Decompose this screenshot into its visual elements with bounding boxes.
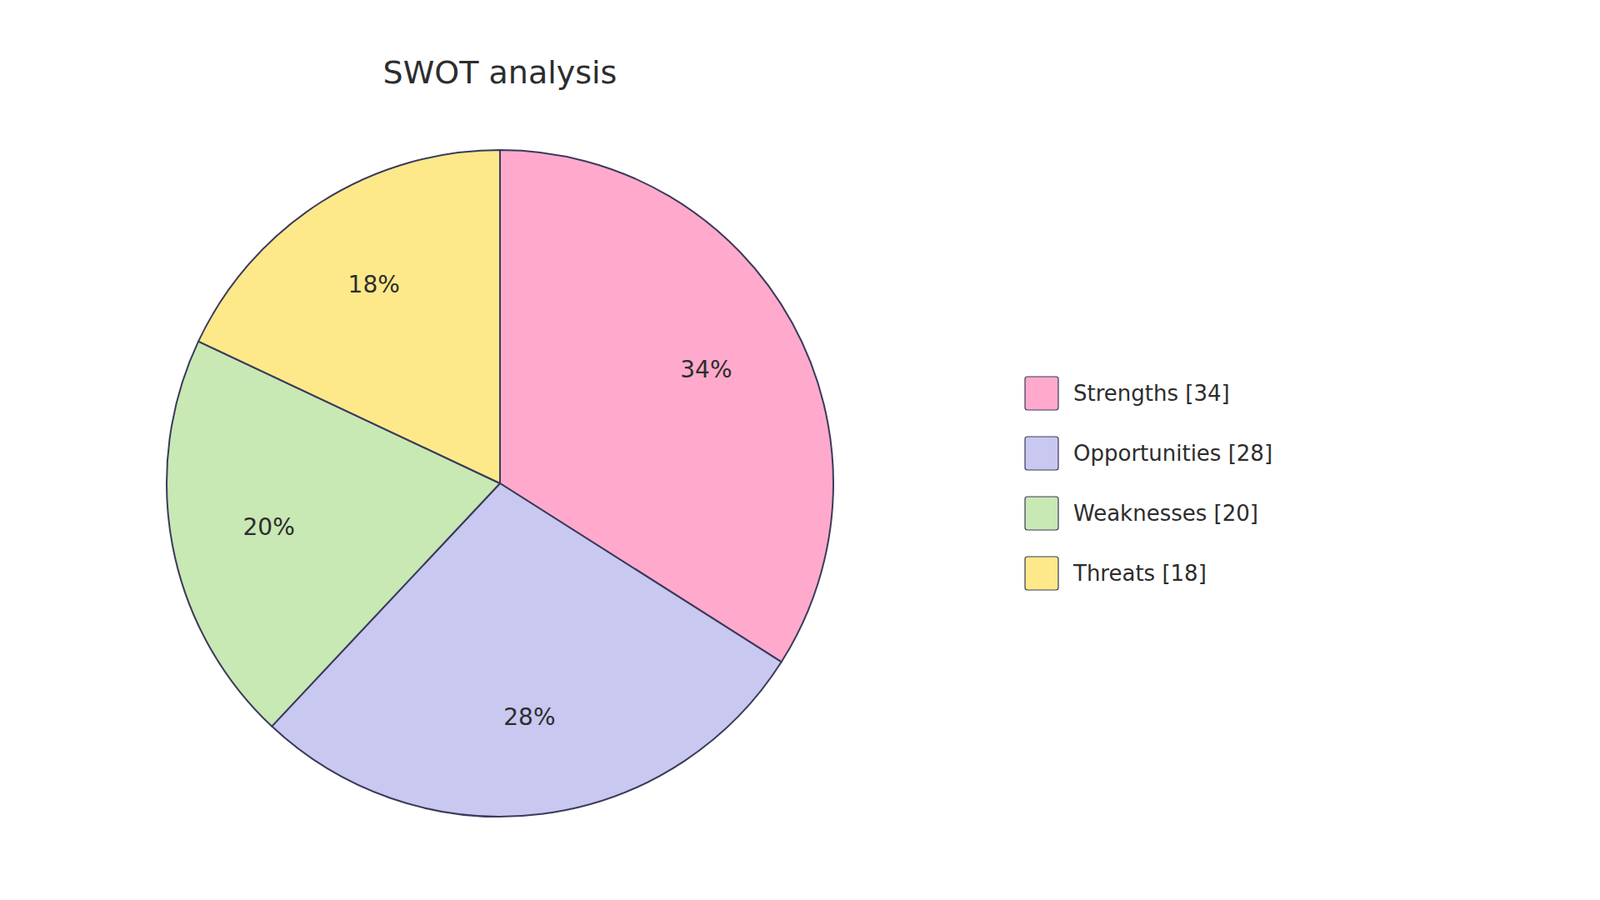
legend-swatch: [1025, 496, 1059, 530]
chart-container: SWOT analysis 34% 28% 20% 18% Strengths [34] O…: [0, 0, 1600, 900]
pie-slices: [166, 150, 834, 817]
pie-slice: [198, 150, 500, 484]
legend-label: Weaknesses [20]: [1073, 500, 1259, 526]
pie-labels: 34% 28% 20% 18%: [243, 270, 733, 731]
data-label: 18%: [348, 270, 400, 299]
legend-label: Opportunities [28]: [1073, 440, 1273, 466]
data-label: 20%: [243, 513, 295, 541]
legend-label: Strengths [34]: [1073, 380, 1230, 406]
legend: Strengths [34] Opportunities [28] Weakness…: [1025, 376, 1273, 590]
chart-svg: SWOT analysis 34% 28% 20% 18% Strengths [34] O…: [0, 0, 1600, 900]
data-label: 34%: [680, 355, 732, 384]
chart-title: SWOT analysis: [383, 54, 618, 91]
legend-swatch: [1025, 556, 1059, 590]
legend-label: Threats [18]: [1072, 560, 1207, 586]
data-label: 28%: [503, 703, 555, 731]
legend-swatch: [1025, 436, 1059, 470]
legend-swatch: [1025, 376, 1059, 410]
background: [0, 0, 1600, 900]
